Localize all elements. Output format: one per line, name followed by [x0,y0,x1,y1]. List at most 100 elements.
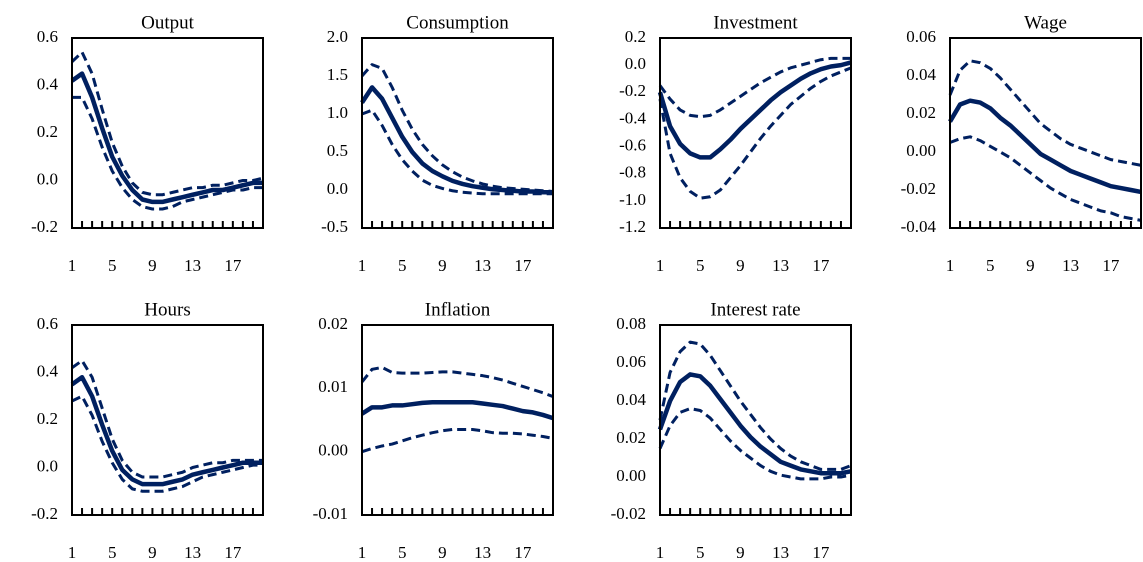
panel-title: Hours [144,299,190,320]
panel: -0.01 0.00 0.01 0.02 1 5 9 13 17 Inflation [313,299,554,562]
panel: -0.2 0.0 0.2 0.4 0.6 1 5 9 13 17 Output [31,12,264,275]
y-tick-label: -0.4 [619,108,646,127]
x-tick-label: 13 [772,543,789,562]
y-tick-label: 0.04 [906,65,936,84]
x-tick-label: 17 [514,543,532,562]
y-tick-label: -0.02 [901,179,936,198]
band-line [948,59,1142,167]
x-tick-label: 17 [812,256,830,275]
plot-frame [361,37,554,229]
y-tick-label: 0.01 [318,377,348,396]
band-line [658,56,851,119]
y-tick-label: 0.02 [318,314,348,333]
plot-frame [71,324,264,516]
plot-frame [659,324,852,516]
band-line [360,63,554,194]
y-tick-label: 0.2 [37,122,58,141]
band-line [361,108,553,196]
y-tick-label: 0.0 [37,456,58,475]
y-tick-label: 0.02 [616,428,646,447]
panel: -1.2 -1.0 -0.8 -0.6 -0.4 -0.2 0.0 0.2 1 5 9 13 17 Inv… [619,12,852,275]
panel-title: Consumption [406,12,509,33]
y-tick-label: -0.2 [619,81,646,100]
x-tick-label: 5 [696,543,705,562]
x-tick-label: 9 [438,543,447,562]
x-tick-label: 17 [224,543,242,562]
x-tick-label: 9 [736,543,745,562]
x-tick-label: 1 [358,543,367,562]
x-tick-label: 17 [514,256,532,275]
y-tick-label: 0.00 [616,466,646,485]
y-tick-label: 0.06 [906,27,936,46]
band-line [72,95,263,211]
y-tick-label: 0.0 [37,169,58,188]
plot-frame [71,37,264,229]
y-tick-label: -0.5 [321,217,348,236]
band-line [658,66,852,200]
y-tick-label: 0.00 [906,141,936,160]
band-line [949,135,1142,222]
plot-frame [949,37,1142,229]
panel-title: Output [141,12,195,33]
y-tick-label: -0.01 [313,504,348,523]
x-tick-label: 13 [1062,256,1079,275]
panel: -0.5 0.0 0.5 1.0 1.5 2.0 1 5 9 13 17 Consumption [321,12,554,275]
y-tick-label: -0.02 [611,504,646,523]
panel-title: Investment [713,12,798,33]
band-line [360,365,554,398]
y-tick-label: -0.04 [901,217,937,236]
x-tick-label: 5 [108,543,117,562]
y-tick-label: 0.02 [906,103,936,122]
panel-title: Interest rate [710,299,800,320]
y-tick-label: 1.0 [327,103,348,122]
y-tick-label: 0.0 [327,179,348,198]
x-tick-label: 13 [474,543,491,562]
y-tick-label: 0.4 [37,74,59,93]
band-line [361,428,554,454]
x-tick-label: 9 [148,543,157,562]
x-tick-label: 17 [1102,256,1120,275]
y-tick-label: -1.0 [619,190,646,209]
y-tick-label: 0.2 [37,409,58,428]
x-tick-label: 13 [184,256,201,275]
y-tick-label: -0.2 [31,217,58,236]
band-line [71,394,263,493]
band-line [70,50,264,197]
median-line [70,375,263,487]
median-line [657,372,852,476]
y-tick-label: 0.06 [616,352,646,371]
x-tick-label: 1 [358,256,367,275]
y-tick-label: -0.6 [619,135,646,154]
x-tick-label: 17 [224,256,242,275]
panel: -0.2 0.0 0.2 0.4 0.6 1 5 9 13 17 Hours [31,299,264,562]
y-tick-label: 0.2 [625,27,646,46]
x-tick-label: 13 [772,256,789,275]
y-tick-label: 0.5 [327,141,348,160]
x-tick-label: 1 [656,256,665,275]
x-tick-label: 1 [656,543,665,562]
panel: -0.02 0.00 0.02 0.04 0.06 0.08 1 5 9 13 17 Interest… [611,299,852,562]
x-tick-label: 17 [812,543,830,562]
panel-title: Inflation [425,299,491,320]
band-line [71,359,263,479]
y-tick-label: -0.2 [31,504,58,523]
x-tick-label: 1 [68,256,77,275]
median-line [657,60,852,160]
y-tick-label: 0.0 [625,54,646,73]
x-tick-label: 5 [696,256,705,275]
y-tick-label: 0.6 [37,27,58,46]
median-line [948,98,1142,195]
y-tick-label: -0.8 [619,163,646,182]
x-tick-label: 9 [148,256,157,275]
x-tick-label: 9 [438,256,447,275]
x-tick-label: 9 [736,256,745,275]
x-tick-label: 13 [474,256,491,275]
y-tick-label: 1.5 [327,65,348,84]
plot-frame [659,37,852,229]
median-line [70,71,263,205]
y-tick-label: -1.2 [619,217,646,236]
x-tick-label: 1 [68,543,77,562]
x-tick-label: 13 [184,543,201,562]
plot-frame [361,324,554,516]
